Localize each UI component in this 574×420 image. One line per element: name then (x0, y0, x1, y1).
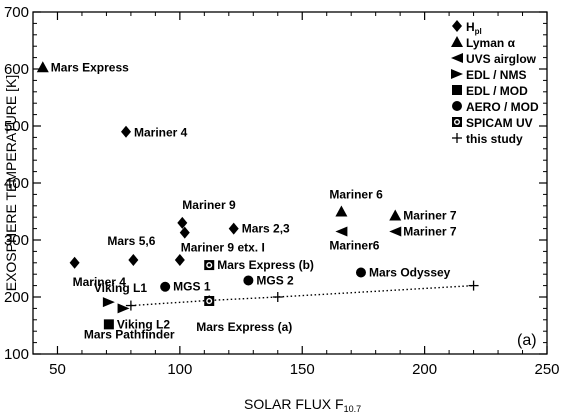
x-tick-label: 100 (167, 361, 192, 378)
point-label: Mariner 9 (182, 198, 236, 212)
data-point-circle (243, 275, 254, 286)
this-study-point (272, 292, 283, 302)
x-tick-label: 250 (534, 361, 559, 378)
legend-label-text: this study (466, 132, 523, 146)
legend-marker-diamond (452, 20, 462, 32)
point-label: Mariner 4 (73, 275, 127, 289)
x-axis-title-main: SOLAR FLUX F (244, 396, 344, 412)
data-point-triangle-left (389, 226, 402, 237)
y-tick-label: 600 (4, 61, 29, 78)
legend-label-subscript: pl (475, 27, 482, 36)
legend-marker-triangle-right (451, 69, 463, 79)
this-study-point (468, 280, 479, 291)
point-label: Mars Express (b) (217, 258, 314, 272)
point-label: Viking L1 (94, 281, 147, 295)
legend-label-text: SPICAM UV (466, 116, 533, 130)
point-label: MGS 1 (173, 280, 211, 294)
y-tick-label: 500 (4, 118, 29, 135)
legend-label: AERO / MOD (466, 100, 539, 114)
legend-marker-circle-in-square (452, 117, 462, 127)
x-tick-label: 150 (290, 361, 315, 378)
point-label: Mariner 7 (403, 224, 457, 238)
data-point-diamond (128, 253, 139, 266)
data-point-circle (355, 267, 366, 278)
point-label: Mars Express (51, 60, 129, 74)
data-point-diamond (69, 256, 80, 269)
data-point-diamond (179, 226, 190, 239)
point-label: MGS 2 (256, 273, 294, 287)
data-point-triangle-up (335, 205, 348, 217)
this-study-fit-line (130, 284, 474, 307)
data-point-diamond (121, 125, 132, 138)
x-tick-label: 50 (49, 361, 66, 378)
legend-label-text: UVS airglow (466, 52, 537, 66)
point-label: Viking L2 (117, 317, 170, 331)
legend-marker-triangle-left (451, 53, 463, 63)
data-point-triangle-right (117, 303, 130, 314)
x-tick-label: 200 (412, 361, 437, 378)
data-point-circle-in-square (204, 260, 215, 271)
y-tick-label: 300 (4, 232, 29, 249)
point-label: Mars Pathfinder (84, 328, 175, 342)
data-point-triangle-up (36, 61, 49, 73)
legend-label: SPICAM UV (466, 116, 533, 130)
legend-marker-circle-in-square-dot (455, 120, 459, 124)
legend-label-text: EDL / MOD (466, 84, 528, 98)
legend-label-text: AERO / MOD (466, 100, 539, 114)
data-point-triangle-right (102, 297, 115, 308)
point-label: Mars Odyssey (369, 265, 451, 279)
x-axis-title-subscript: 10.7 (344, 404, 362, 414)
data-point-circle-in-square (204, 295, 215, 306)
legend-label: Lyman α (466, 36, 516, 50)
y-tick-label: 200 (4, 289, 29, 306)
point-label: Mariner 7 (403, 208, 457, 222)
point-label: Mariner 6 (329, 188, 383, 202)
legend-label: this study (466, 132, 523, 146)
panel-label: (a) (517, 332, 537, 349)
data-point-diamond (177, 216, 188, 229)
data-point-circle-in-square-dot (207, 299, 211, 303)
legend-marker-square (452, 85, 462, 95)
x-axis-title: SOLAR FLUX F10.7 (244, 396, 361, 414)
data-point-triangle-left (335, 226, 348, 237)
y-tick-label: 400 (4, 175, 29, 192)
point-label: Mariner 4 (134, 126, 188, 140)
point-label: Mariner 9 etx. I (181, 241, 265, 255)
data-point-circle-in-square-dot (207, 263, 211, 267)
legend-marker-plus (452, 133, 462, 143)
point-label: Mariner6 (329, 238, 379, 252)
data-point-diamond (174, 253, 185, 266)
y-axis-title: EXOSPHERE TEMPERATURE [K] (3, 75, 19, 292)
data-point-diamond (228, 222, 239, 235)
point-label: Mars Express (a) (196, 320, 292, 334)
legend-label: UVS airglow (466, 52, 537, 66)
legend-label: EDL / NMS (466, 68, 526, 82)
y-tick-label: 100 (4, 346, 29, 363)
legend-label-text: Lyman α (466, 36, 516, 50)
data-marks: Mars Express Mariner 4 Mariner 4 Mars 5,6 Ma… (36, 60, 479, 342)
point-label: Mars 2,3 (242, 222, 290, 236)
data-point-circle (160, 281, 171, 292)
y-tick-label: 700 (4, 4, 29, 21)
legend-label: Hpl (466, 20, 482, 36)
point-label: Mars 5,6 (107, 234, 155, 248)
ticks: 50 100 150 200 250 100 200 300 400 500 600 700 (4, 4, 560, 378)
data-point-triangle-up (389, 209, 402, 221)
data-point-square (103, 319, 114, 330)
legend-label-text: EDL / NMS (466, 68, 526, 82)
legend-label-text: H (466, 20, 475, 34)
legend-marker-circle (452, 101, 462, 111)
legend-label: EDL / MOD (466, 84, 528, 98)
this-study-point (125, 300, 136, 311)
legend-marker-triangle-up (451, 36, 463, 47)
